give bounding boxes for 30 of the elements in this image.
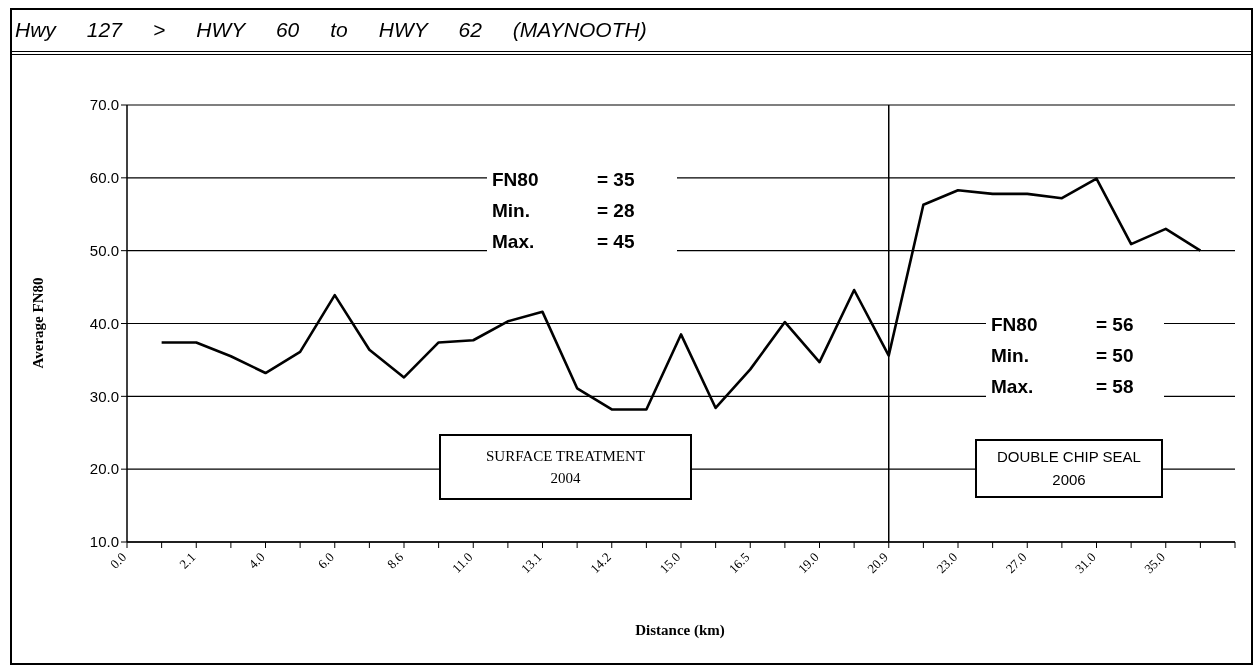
x-tick-label: 6.0 <box>314 549 337 572</box>
y-tick-label: 40.0 <box>89 314 119 332</box>
y-tick-label: 30.0 <box>89 387 119 405</box>
x-tick-label: 11.0 <box>449 549 476 576</box>
x-tick-label: 20.9 <box>864 549 891 577</box>
x-tick-label: 23.0 <box>933 549 961 577</box>
x-tick-label: 27.0 <box>1002 549 1030 577</box>
text-box: DOUBLE CHIP SEAL 2006 <box>975 439 1163 498</box>
y-tick-label: 10.0 <box>89 533 119 551</box>
x-tick-label: 16.5 <box>725 549 753 577</box>
y-axis-title: Average FN80 <box>29 277 47 369</box>
text-box: SURFACE TREATMENT 2004 <box>439 434 692 500</box>
y-tick-label: 50.0 <box>89 241 119 259</box>
x-tick-label: 19.0 <box>794 549 822 577</box>
x-tick-label: 13.1 <box>517 549 545 577</box>
chart-title: Hwy 127 > HWY 60 to HWY 62 (MAYNOOTH) <box>15 18 647 42</box>
y-tick-label: 70.0 <box>89 96 119 114</box>
x-tick-label: 2.1 <box>176 549 199 572</box>
x-tick-label: 15.0 <box>656 549 684 577</box>
x-tick-label: 35.0 <box>1141 549 1168 577</box>
x-tick-label: 14.2 <box>587 549 614 577</box>
y-tick-label: 20.0 <box>89 460 119 478</box>
annotation: DOUBLE CHIP SEAL 2006 <box>996 447 1142 490</box>
x-tick-label: 4.0 <box>245 549 268 572</box>
y-tick-label: 60.0 <box>89 169 119 187</box>
annotation: SURFACE TREATMENT 2004 <box>484 446 646 488</box>
x-tick-label: 8.6 <box>384 549 407 572</box>
x-tick-label: 31.0 <box>1071 549 1099 577</box>
x-tick-label: 0.0 <box>107 549 130 572</box>
x-axis-title: Distance (km) <box>635 622 725 639</box>
